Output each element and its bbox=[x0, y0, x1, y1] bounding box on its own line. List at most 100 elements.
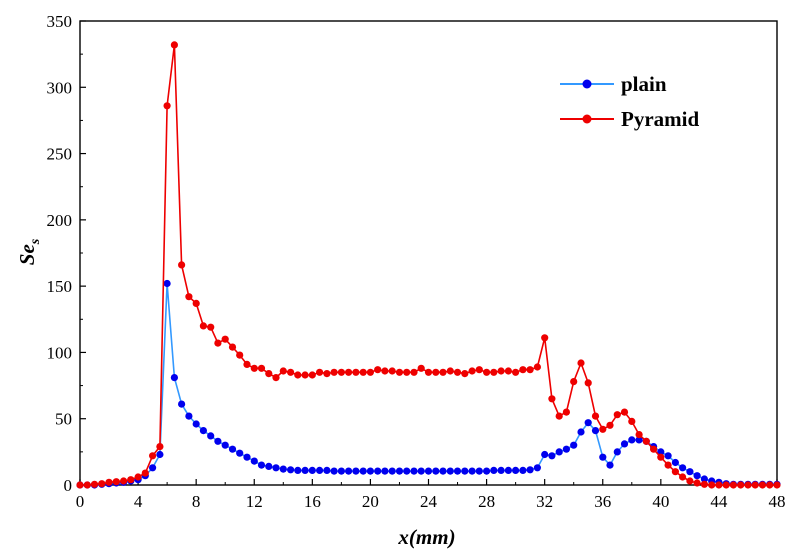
data-point-pyramid bbox=[715, 481, 723, 489]
data-point-plain bbox=[178, 400, 186, 408]
data-point-pyramid bbox=[744, 481, 752, 489]
data-point-pyramid bbox=[642, 437, 650, 445]
data-point-pyramid bbox=[453, 368, 462, 376]
data-point-pyramid bbox=[504, 367, 512, 375]
data-point-plain bbox=[345, 467, 353, 475]
data-point-plain bbox=[693, 472, 701, 480]
data-point-pyramid bbox=[737, 481, 745, 489]
data-point-plain bbox=[446, 467, 454, 475]
data-point-pyramid bbox=[417, 364, 425, 372]
data-point-pyramid bbox=[127, 476, 135, 484]
data-point-pyramid bbox=[461, 370, 469, 378]
legend-marker-pyramid bbox=[582, 114, 592, 124]
plot-border bbox=[79, 20, 778, 486]
data-point-pyramid bbox=[112, 478, 120, 486]
data-point-plain bbox=[236, 449, 244, 457]
data-point-plain bbox=[221, 441, 229, 449]
data-point-pyramid bbox=[599, 425, 607, 433]
data-point-pyramid bbox=[722, 481, 730, 489]
data-point-pyramid bbox=[511, 368, 520, 376]
data-point-plain bbox=[468, 467, 476, 475]
data-point-plain bbox=[250, 457, 258, 465]
data-point-pyramid bbox=[294, 371, 302, 379]
data-point-plain bbox=[511, 466, 520, 474]
data-point-pyramid bbox=[475, 366, 483, 374]
legend-item-pyramid: Pyramid bbox=[560, 107, 699, 131]
data-point-plain bbox=[359, 467, 367, 475]
data-point-plain bbox=[279, 465, 287, 473]
data-point-pyramid bbox=[490, 368, 498, 376]
data-point-pyramid bbox=[330, 368, 338, 376]
data-point-pyramid bbox=[533, 363, 542, 371]
data-point-plain bbox=[635, 436, 643, 444]
y-tick-label: 100 bbox=[47, 343, 73, 362]
data-point-pyramid bbox=[555, 412, 563, 420]
data-point-pyramid bbox=[671, 468, 680, 476]
data-point-plain bbox=[686, 468, 694, 476]
x-tick-label: 44 bbox=[710, 492, 728, 511]
data-point-plain bbox=[504, 466, 512, 474]
y-axis-title: Ses bbox=[15, 238, 43, 265]
data-point-pyramid bbox=[257, 364, 266, 372]
data-point-pyramid bbox=[650, 445, 658, 453]
legend: plain Pyramid bbox=[560, 72, 699, 131]
data-point-pyramid bbox=[403, 368, 411, 376]
data-point-plain bbox=[301, 466, 309, 474]
data-point-pyramid bbox=[613, 411, 621, 419]
data-point-plain bbox=[170, 374, 178, 382]
data-point-plain bbox=[395, 467, 404, 475]
x-tick-label: 16 bbox=[304, 492, 321, 511]
data-point-plain bbox=[606, 461, 614, 469]
data-point-pyramid bbox=[432, 368, 440, 376]
data-point-plain bbox=[577, 428, 585, 436]
data-point-pyramid bbox=[700, 480, 709, 488]
data-point-pyramid bbox=[221, 335, 229, 343]
data-point-plain bbox=[316, 466, 324, 474]
data-point-pyramid bbox=[279, 367, 287, 375]
data-point-pyramid bbox=[366, 368, 374, 376]
data-point-pyramid bbox=[483, 368, 491, 376]
data-point-pyramid bbox=[424, 368, 433, 376]
x-tick-label: 4 bbox=[134, 492, 143, 511]
data-point-plain bbox=[163, 279, 171, 288]
data-point-pyramid bbox=[316, 368, 324, 376]
data-point-pyramid bbox=[693, 479, 701, 487]
series-plain bbox=[76, 279, 781, 489]
data-point-pyramid bbox=[359, 368, 367, 376]
y-tick-label: 0 bbox=[64, 476, 73, 495]
data-point-pyramid bbox=[708, 481, 716, 489]
y-tick-label: 300 bbox=[47, 78, 73, 97]
data-point-plain bbox=[156, 450, 164, 459]
data-point-pyramid bbox=[134, 473, 142, 481]
data-point-plain bbox=[374, 467, 382, 475]
data-point-pyramid bbox=[606, 421, 614, 429]
data-point-plain bbox=[287, 466, 295, 474]
data-point-pyramid bbox=[250, 364, 258, 372]
x-tick-label: 12 bbox=[246, 492, 263, 511]
data-point-pyramid bbox=[562, 408, 571, 416]
data-point-plain bbox=[228, 445, 237, 453]
data-point-pyramid bbox=[686, 477, 694, 485]
data-point-plain bbox=[185, 412, 193, 420]
data-point-pyramid bbox=[628, 417, 636, 425]
data-point-plain bbox=[526, 466, 534, 474]
data-point-pyramid bbox=[287, 368, 295, 376]
data-point-plain bbox=[483, 467, 491, 475]
data-point-plain bbox=[294, 466, 302, 474]
data-point-pyramid bbox=[526, 366, 534, 374]
data-point-pyramid bbox=[541, 334, 549, 342]
y-axis-title-main: Se bbox=[15, 244, 39, 265]
data-point-pyramid bbox=[410, 368, 418, 376]
y-axis-title-subscript: s bbox=[28, 238, 43, 245]
data-point-pyramid bbox=[729, 481, 738, 489]
data-point-pyramid bbox=[352, 368, 360, 376]
data-point-plain bbox=[381, 467, 389, 475]
data-point-pyramid bbox=[468, 367, 476, 375]
data-point-pyramid bbox=[446, 367, 454, 375]
data-point-pyramid bbox=[76, 481, 84, 489]
data-point-pyramid bbox=[141, 469, 149, 477]
data-point-pyramid bbox=[584, 379, 592, 387]
data-point-plain bbox=[439, 467, 447, 475]
data-point-plain bbox=[671, 458, 680, 467]
